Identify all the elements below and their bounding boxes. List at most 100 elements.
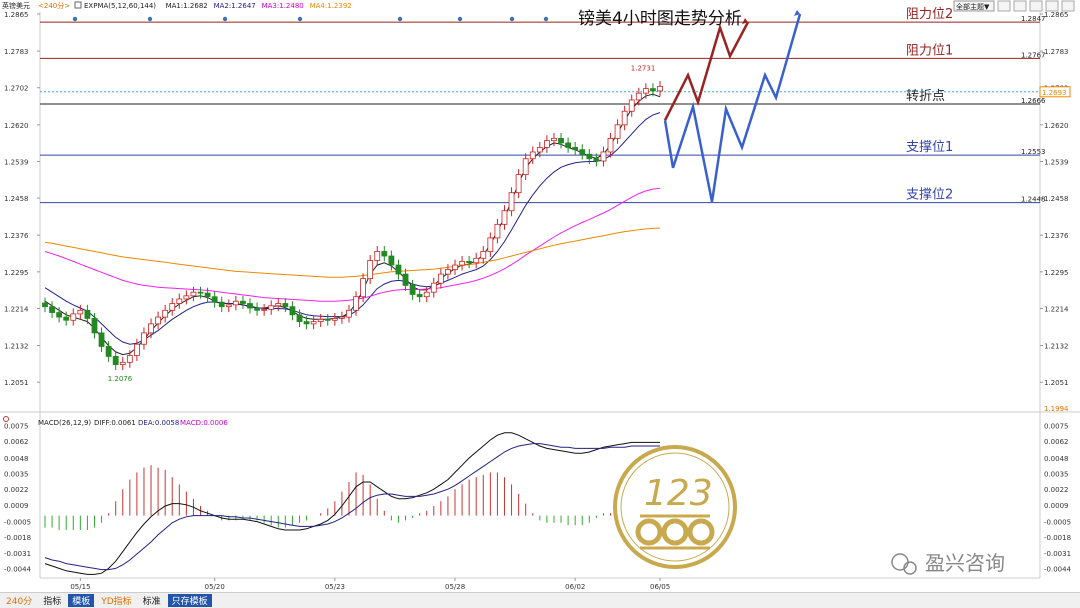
price-annotation: 1.2731: [631, 65, 656, 73]
candle: [551, 137, 557, 142]
chart-svg: 1.28651.28651.27831.27831.27021.27021.26…: [0, 0, 1080, 592]
bottom-toolbar: 240分 指标 模板 YD指标 标准 只存模板: [0, 592, 1080, 608]
x-tick-label: 05/23: [325, 583, 345, 591]
tab-standard[interactable]: 标准: [142, 597, 161, 607]
macd-y-tick-right: -0.0031: [1044, 550, 1071, 558]
candle: [218, 301, 225, 308]
candle: [176, 298, 183, 304]
macd-y-tick-right: 0.0048: [1044, 455, 1069, 463]
candle: [126, 355, 133, 363]
indicator-label: MA2:1.2647: [214, 2, 256, 10]
candle: [310, 321, 317, 325]
candle: [445, 269, 451, 275]
y-tick-right: 1.2132: [1044, 343, 1069, 351]
candle: [642, 88, 649, 94]
tab-yd-indicator[interactable]: YD指标: [101, 597, 132, 607]
candle: [105, 346, 112, 357]
candle: [466, 261, 473, 264]
watermark-label: 盈兴咨询: [925, 551, 1005, 575]
y-tick-right: 1.2458: [1044, 195, 1069, 203]
tab-indicator[interactable]: 指标: [43, 597, 62, 607]
event-marker-icon: [222, 16, 228, 22]
level-value: 1.2553: [1021, 148, 1046, 156]
macd-diff-line: [44, 432, 660, 575]
candle: [628, 99, 635, 112]
period-label: <240分>: [38, 1, 70, 10]
window-control-icon: [1045, 0, 1059, 12]
candle: [480, 251, 487, 259]
bearish-forecast-path: [663, 13, 802, 202]
y-tick-left: 1.2783: [4, 48, 29, 56]
candle: [169, 303, 176, 311]
candle: [338, 316, 345, 319]
candle: [388, 255, 395, 266]
candle: [303, 321, 310, 325]
candle: [42, 302, 48, 308]
symbol-label: 英镑美元: [2, 1, 30, 10]
y-tick-right: 1.2295: [1044, 269, 1069, 277]
y-tick-left: 1.2702: [4, 85, 29, 93]
window-control-icon: [997, 0, 1011, 12]
tab-240[interactable]: 240分: [6, 597, 33, 607]
macd-y-tick-left: 0.0009: [4, 502, 29, 510]
macd-y-tick-right: -0.0018: [1044, 534, 1071, 542]
y-tick-left: 1.2539: [4, 158, 29, 166]
event-marker-icon: [147, 16, 153, 22]
candle: [487, 237, 494, 252]
candle: [501, 210, 508, 225]
candle: [112, 356, 119, 365]
level-name: 转折点: [906, 89, 945, 104]
wechat-icon: [903, 561, 917, 575]
candle: [374, 251, 381, 261]
level-value: 1.2847: [1021, 15, 1046, 23]
level-name: 阻力位2: [906, 7, 953, 22]
candle: [162, 309, 169, 318]
level-name: 支撑位1: [906, 140, 953, 155]
ema-line-ma2: [44, 112, 661, 345]
candle: [141, 332, 147, 345]
macd-y-tick-left: -0.0018: [4, 534, 31, 542]
logo-inner-ring: [620, 452, 730, 562]
candle: [522, 158, 529, 175]
macd-y-tick-left: -0.0005: [4, 519, 31, 527]
window-control-icon: [1013, 0, 1027, 12]
candle: [84, 309, 91, 319]
y-tick-right: 1.2376: [1044, 232, 1069, 240]
ema-line-ma3: [44, 187, 661, 302]
candle: [565, 142, 572, 148]
y-tick-right: 1.2051: [1044, 379, 1069, 387]
y-tick-right: 1.2620: [1044, 122, 1069, 130]
candle: [508, 192, 515, 212]
y-tick-right: 1.2539: [1044, 158, 1069, 166]
candle: [586, 153, 593, 160]
candle: [240, 300, 246, 304]
y-tick-left: 1.2620: [4, 122, 29, 130]
candle: [423, 291, 430, 298]
macd-settings-icon: [3, 416, 9, 422]
theme-button-label: 全部主题▼: [956, 2, 990, 11]
candle: [77, 309, 84, 315]
candle: [49, 306, 55, 313]
y-tick-left: 1.2865: [4, 11, 29, 19]
macd-y-tick-right: -0.0005: [1044, 519, 1071, 527]
candle: [133, 343, 140, 356]
candle: [346, 309, 352, 318]
candle: [621, 110, 628, 126]
macd-y-tick-right: 0.0075: [1044, 423, 1069, 431]
macd-y-tick-left: -0.0031: [4, 550, 31, 558]
ema-line-ma4: [44, 227, 661, 278]
candle: [296, 314, 303, 323]
candle: [98, 332, 105, 347]
logo-coin-icon: [635, 518, 663, 546]
macd-y-tick-left: 0.0062: [4, 438, 29, 446]
macd-y-tick-left: 0.0075: [4, 423, 29, 431]
price-annotation: 1.2076: [108, 375, 133, 383]
tab-save-template[interactable]: 只存模板: [167, 594, 212, 607]
tab-template[interactable]: 模板: [68, 594, 95, 607]
level-value: 1.2767: [1021, 51, 1046, 59]
candle: [558, 137, 564, 144]
candle: [155, 316, 162, 325]
candle: [536, 147, 543, 153]
y-tick-right: 1.2214: [1044, 305, 1069, 313]
